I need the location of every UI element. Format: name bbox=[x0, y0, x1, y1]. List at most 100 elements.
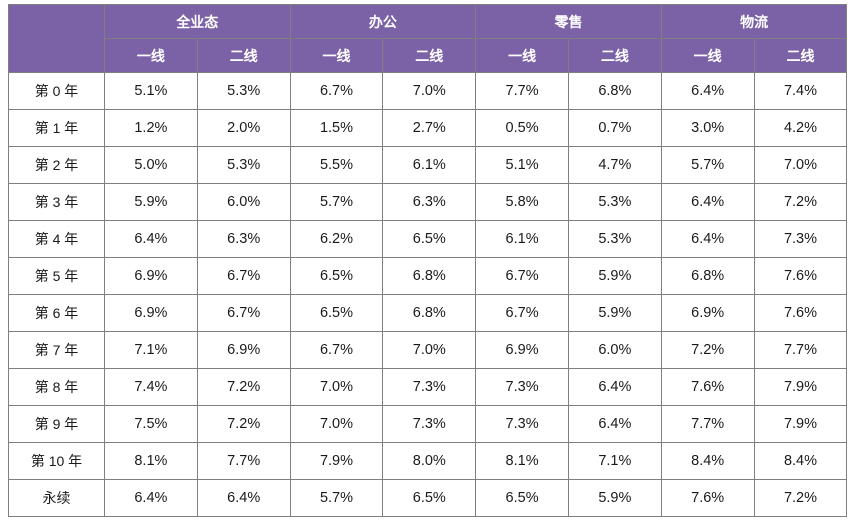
table-row: 第 9 年 7.5% 7.2% 7.0% 7.3% 7.3% 6.4% 7.7% 7.9% bbox=[8, 405, 848, 443]
table-cell: 7.2% bbox=[196, 405, 291, 443]
table-cell: 4.7% bbox=[567, 146, 662, 184]
table-cell: 7.0% bbox=[753, 146, 848, 184]
row-label-cell: 第 1 年 bbox=[8, 109, 105, 147]
table-cell: 6.5% bbox=[289, 294, 384, 332]
table-cell: 5.3% bbox=[196, 146, 291, 184]
table-row: 第 10 年 8.1% 7.7% 7.9% 8.0% 8.1% 7.1% 8.4% 8.4% bbox=[8, 442, 848, 480]
row-label-cell: 第 0 年 bbox=[8, 72, 105, 110]
table-cell: 0.7% bbox=[567, 109, 662, 147]
header-sub-tier2: 二线 bbox=[382, 38, 477, 73]
table-cell: 2.7% bbox=[382, 109, 477, 147]
table-cell: 8.4% bbox=[753, 442, 848, 480]
table-cell: 7.0% bbox=[382, 72, 477, 110]
table-cell: 6.7% bbox=[475, 257, 569, 295]
table-cell: 7.7% bbox=[660, 405, 755, 443]
row-label-cell: 第 6 年 bbox=[8, 294, 105, 332]
table-cell: 7.2% bbox=[660, 331, 755, 369]
table-cell: 7.4% bbox=[753, 72, 848, 110]
table-cell: 6.7% bbox=[289, 331, 384, 369]
table-cell: 7.1% bbox=[567, 442, 662, 480]
table-cell: 7.7% bbox=[196, 442, 291, 480]
table-cell: 4.2% bbox=[753, 109, 848, 147]
table-cell: 6.5% bbox=[382, 220, 477, 258]
table-cell: 5.7% bbox=[660, 146, 755, 184]
table-cell: 5.9% bbox=[567, 294, 662, 332]
header-sub-tier1: 一线 bbox=[289, 38, 384, 73]
table-cell: 5.0% bbox=[104, 146, 198, 184]
row-label-cell: 第 4 年 bbox=[8, 220, 105, 258]
table-cell: 5.7% bbox=[289, 183, 384, 221]
table-cell: 7.9% bbox=[753, 405, 848, 443]
table-cell: 6.1% bbox=[382, 146, 477, 184]
row-label-cell: 第 2 年 bbox=[8, 146, 105, 184]
table-cell: 7.6% bbox=[753, 257, 848, 295]
header-sub-tier1: 一线 bbox=[660, 38, 755, 73]
table-row: 第 2 年 5.0% 5.3% 5.5% 6.1% 5.1% 4.7% 5.7% 7.0% bbox=[8, 146, 848, 184]
table-cell: 5.9% bbox=[104, 183, 198, 221]
table-row: 第 4 年 6.4% 6.3% 6.2% 6.5% 6.1% 5.3% 6.4% 7.3% bbox=[8, 220, 848, 258]
table-cell: 6.4% bbox=[104, 220, 198, 258]
table-body: 第 0 年 5.1% 5.3% 6.7% 7.0% 7.7% 6.8% 6.4% 7.4% 第 1… bbox=[8, 72, 848, 517]
table-cell: 6.4% bbox=[104, 479, 198, 517]
table-cell: 6.3% bbox=[382, 183, 477, 221]
table-cell: 7.7% bbox=[475, 72, 569, 110]
table-cell: 8.4% bbox=[660, 442, 755, 480]
table-cell: 7.6% bbox=[660, 479, 755, 517]
row-label-cell: 第 7 年 bbox=[8, 331, 105, 369]
row-label-cell: 第 10 年 bbox=[8, 442, 105, 480]
table-cell: 7.2% bbox=[753, 479, 848, 517]
table-cell: 6.7% bbox=[289, 72, 384, 110]
table-cell: 6.4% bbox=[660, 220, 755, 258]
table-cell: 7.6% bbox=[753, 294, 848, 332]
row-label-cell: 第 8 年 bbox=[8, 368, 105, 406]
table-cell: 2.0% bbox=[196, 109, 291, 147]
table-cell: 7.3% bbox=[475, 368, 569, 406]
table-cell: 7.9% bbox=[753, 368, 848, 406]
table-cell: 7.5% bbox=[104, 405, 198, 443]
row-label-cell: 永续 bbox=[8, 479, 105, 517]
header-sub-tier1: 一线 bbox=[104, 38, 198, 73]
table-cell: 8.1% bbox=[475, 442, 569, 480]
table-row: 第 3 年 5.9% 6.0% 5.7% 6.3% 5.8% 5.3% 6.4% 7.2% bbox=[8, 183, 848, 221]
table-cell: 6.5% bbox=[289, 257, 384, 295]
table-row: 第 7 年 7.1% 6.9% 6.7% 7.0% 6.9% 6.0% 7.2% 7.7% bbox=[8, 331, 848, 369]
header-group-all-sectors: 全业态 bbox=[104, 4, 291, 39]
table-cell: 7.0% bbox=[289, 405, 384, 443]
table-cell: 7.6% bbox=[660, 368, 755, 406]
yield-table-container: 全业态 办公 零售 物流 一线 二线 一线 二线 一线 二线 一线 二线 第 0… bbox=[8, 4, 848, 517]
table-cell: 6.9% bbox=[196, 331, 291, 369]
table-cell: 5.3% bbox=[567, 183, 662, 221]
header-sub-row: 一线 二线 一线 二线 一线 二线 一线 二线 bbox=[9, 38, 848, 73]
table-cell: 6.8% bbox=[382, 294, 477, 332]
table-row: 第 6 年 6.9% 6.7% 6.5% 6.8% 6.7% 5.9% 6.9% 7.6% bbox=[8, 294, 848, 332]
table-cell: 6.9% bbox=[104, 257, 198, 295]
table-cell: 6.2% bbox=[289, 220, 384, 258]
table-cell: 5.1% bbox=[475, 146, 569, 184]
table-cell: 6.4% bbox=[660, 72, 755, 110]
table-cell: 7.0% bbox=[289, 368, 384, 406]
row-label-cell: 第 3 年 bbox=[8, 183, 105, 221]
table-cell: 6.7% bbox=[475, 294, 569, 332]
table-cell: 5.3% bbox=[196, 72, 291, 110]
table-cell: 7.3% bbox=[753, 220, 848, 258]
yield-table: 全业态 办公 零售 物流 一线 二线 一线 二线 一线 二线 一线 二线 第 0… bbox=[8, 4, 848, 517]
table-row: 第 0 年 5.1% 5.3% 6.7% 7.0% 7.7% 6.8% 6.4% 7.4% bbox=[8, 72, 848, 110]
table-cell: 6.5% bbox=[382, 479, 477, 517]
row-label-cell: 第 9 年 bbox=[8, 405, 105, 443]
table-header: 全业态 办公 零售 物流 一线 二线 一线 二线 一线 二线 一线 二线 bbox=[8, 4, 848, 73]
table-cell: 6.9% bbox=[475, 331, 569, 369]
table-cell: 5.1% bbox=[104, 72, 198, 110]
table-row: 永续 6.4% 6.4% 5.7% 6.5% 6.5% 5.9% 7.6% 7.2% bbox=[8, 479, 848, 517]
table-row: 第 5 年 6.9% 6.7% 6.5% 6.8% 6.7% 5.9% 6.8% 7.6% bbox=[8, 257, 848, 295]
header-corner-cell bbox=[8, 4, 105, 73]
table-cell: 5.9% bbox=[567, 479, 662, 517]
table-row: 第 8 年 7.4% 7.2% 7.0% 7.3% 7.3% 6.4% 7.6% 7.9% bbox=[8, 368, 848, 406]
header-group-row: 全业态 办公 零售 物流 bbox=[8, 4, 848, 73]
table-cell: 6.8% bbox=[660, 257, 755, 295]
table-cell: 6.0% bbox=[196, 183, 291, 221]
table-cell: 5.8% bbox=[475, 183, 569, 221]
table-cell: 6.0% bbox=[567, 331, 662, 369]
table-row: 第 1 年 1.2% 2.0% 1.5% 2.7% 0.5% 0.7% 3.0% 4.2% bbox=[8, 109, 848, 147]
table-cell: 7.3% bbox=[382, 405, 477, 443]
header-sub-tier2: 二线 bbox=[196, 38, 291, 73]
